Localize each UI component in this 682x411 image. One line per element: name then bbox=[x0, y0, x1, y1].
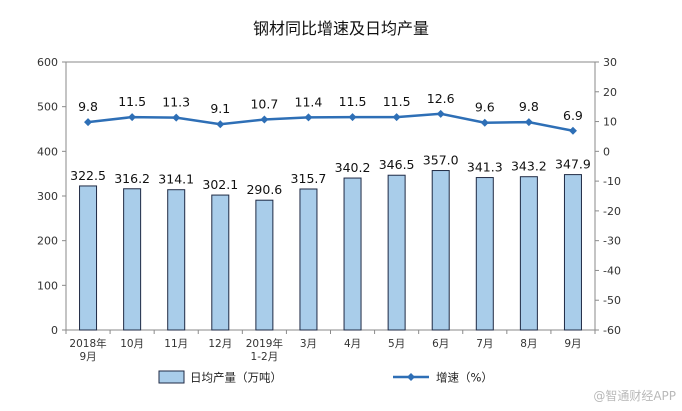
line-point bbox=[348, 113, 357, 122]
line-value-label: 11.5 bbox=[118, 94, 146, 109]
x-tick-label: 3月 bbox=[300, 338, 317, 350]
left-tick-label: 0 bbox=[51, 324, 58, 337]
bar-value-label: 340.2 bbox=[335, 160, 371, 175]
x-tick-label: 5月 bbox=[388, 338, 405, 350]
bar bbox=[299, 188, 318, 331]
line-point bbox=[304, 113, 313, 122]
bar bbox=[343, 177, 362, 331]
line-point bbox=[568, 126, 577, 135]
bar-value-label: 290.6 bbox=[246, 182, 282, 197]
bar-value-label: 322.5 bbox=[70, 168, 106, 183]
legend-bar-swatch bbox=[158, 370, 185, 384]
left-tick-label: 300 bbox=[37, 190, 58, 203]
left-axis: 0 100 200 300 400 500 600 bbox=[37, 56, 66, 337]
line-point bbox=[480, 118, 489, 127]
line-value-label: 9.6 bbox=[475, 100, 495, 115]
bar bbox=[519, 176, 538, 331]
bar-value-label: 343.2 bbox=[511, 159, 547, 174]
line-point bbox=[524, 118, 533, 127]
right-tick-label: -60 bbox=[603, 324, 621, 337]
legend: 日均产量（万吨） 增速（%） bbox=[158, 370, 493, 385]
x-axis: 2018年 9月 10月 11月 12月 2019年 1-2月 3月 4月 5月 6月 7月 8月 9月 bbox=[65, 330, 596, 363]
line-point bbox=[84, 118, 93, 127]
line-value-label: 6.9 bbox=[563, 108, 583, 123]
x-tick-label: 7月 bbox=[476, 338, 493, 350]
bar-value-label: 341.3 bbox=[467, 160, 503, 175]
line-point bbox=[436, 109, 445, 118]
x-tick-label: 12月 bbox=[208, 338, 232, 350]
x-tick-label: 8月 bbox=[520, 338, 537, 350]
right-tick-label: -30 bbox=[603, 235, 621, 248]
left-tick-label: 600 bbox=[37, 56, 58, 69]
bar-value-label: 357.0 bbox=[423, 153, 459, 168]
chart-title: 钢材同比增速及日均产量 bbox=[253, 19, 429, 38]
line-point bbox=[260, 115, 269, 124]
line-point bbox=[128, 113, 137, 122]
bar-series: 322.5 316.2 314.1 302.1 290.6 315.7 340.2 346.5… bbox=[70, 153, 591, 331]
right-tick-label: -20 bbox=[603, 205, 621, 218]
line-value-label: 10.7 bbox=[250, 96, 278, 111]
right-tick-label: 20 bbox=[603, 86, 617, 99]
right-tick-label: 30 bbox=[603, 56, 617, 69]
left-tick-label: 500 bbox=[37, 101, 58, 114]
line-value-label: 11.5 bbox=[383, 94, 411, 109]
legend-line-label: 增速（%） bbox=[436, 371, 493, 385]
right-tick-label: 0 bbox=[603, 145, 610, 158]
x-tick-label: 9月 bbox=[564, 338, 581, 350]
legend-bar-label: 日均产量（万吨） bbox=[190, 371, 282, 385]
bar bbox=[563, 174, 582, 331]
left-tick-label: 400 bbox=[37, 145, 58, 158]
bar-value-label: 302.1 bbox=[202, 177, 238, 192]
right-tick-label: -10 bbox=[603, 175, 621, 188]
right-axis: -60 -50 -40 -30 -20 -10 0 10 20 30 bbox=[595, 56, 621, 337]
line-value-label: 11.4 bbox=[295, 94, 323, 109]
bar-value-label: 316.2 bbox=[114, 171, 150, 186]
line-point bbox=[216, 120, 225, 129]
line-point bbox=[172, 113, 181, 122]
bar bbox=[123, 188, 142, 331]
x-tick-label: 11月 bbox=[164, 338, 188, 350]
bar bbox=[79, 185, 98, 331]
bar-value-label: 346.5 bbox=[379, 157, 415, 172]
bar bbox=[431, 170, 450, 331]
watermark-text: @智通财经APP bbox=[593, 388, 676, 403]
x-tick-label: 2019年 1-2月 bbox=[246, 337, 283, 363]
right-tick-label: -50 bbox=[603, 294, 621, 307]
legend-line-marker bbox=[407, 373, 415, 381]
growth-line bbox=[87, 112, 574, 133]
line-value-label: 12.6 bbox=[427, 91, 455, 106]
bar bbox=[475, 177, 494, 331]
line-value-label: 11.3 bbox=[162, 95, 190, 110]
bar-value-label: 315.7 bbox=[291, 171, 327, 186]
bar bbox=[255, 199, 274, 331]
line-value-label: 9.1 bbox=[210, 101, 230, 116]
line-value-label: 9.8 bbox=[519, 99, 539, 114]
x-tick-label: 6月 bbox=[432, 338, 449, 350]
line-series: 9.8 11.5 11.3 9.1 10.7 11.4 11.5 11.5 12.6 9.6 9.8… bbox=[78, 91, 583, 135]
bar bbox=[211, 194, 230, 331]
x-tick-label: 4月 bbox=[344, 338, 361, 350]
line-point bbox=[392, 113, 401, 122]
left-tick-label: 100 bbox=[37, 279, 58, 292]
bar-value-label: 347.9 bbox=[555, 157, 591, 172]
left-tick-label: 200 bbox=[37, 235, 58, 248]
line-value-label: 11.5 bbox=[339, 94, 367, 109]
right-tick-label: -40 bbox=[603, 264, 621, 277]
right-tick-label: 10 bbox=[603, 116, 617, 129]
bar bbox=[387, 174, 406, 331]
line-value-label: 9.8 bbox=[78, 99, 98, 114]
bar-value-label: 314.1 bbox=[158, 172, 194, 187]
x-tick-label: 10月 bbox=[120, 338, 144, 350]
x-tick-label: 2018年 9月 bbox=[69, 337, 106, 363]
bar bbox=[167, 189, 186, 331]
